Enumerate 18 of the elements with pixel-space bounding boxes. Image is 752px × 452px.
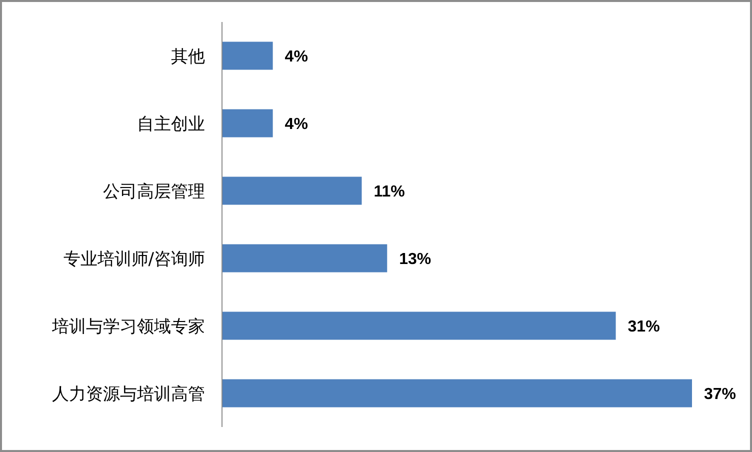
bar (222, 312, 616, 340)
bar (222, 244, 388, 272)
bar (222, 109, 273, 138)
data-label: 37% (704, 386, 736, 404)
y-tick-label: 培训与学习领域专家 (51, 316, 205, 337)
y-tick-label: 专业培训师/咨询师 (63, 249, 205, 270)
y-tick-label: 人力资源与培训高管 (52, 384, 205, 404)
data-label: 4% (284, 116, 308, 134)
data-label: 4% (284, 48, 308, 66)
y-tick-label: 自主创业 (137, 114, 205, 134)
data-label: 31% (628, 318, 660, 336)
data-label: 11% (374, 184, 405, 201)
bar (222, 42, 273, 70)
y-tick-label: 其他 (171, 46, 205, 67)
y-tick-label: 公司高层管理 (103, 182, 205, 202)
data-label: 13% (399, 251, 432, 268)
bar (222, 379, 692, 408)
bar (222, 176, 362, 205)
